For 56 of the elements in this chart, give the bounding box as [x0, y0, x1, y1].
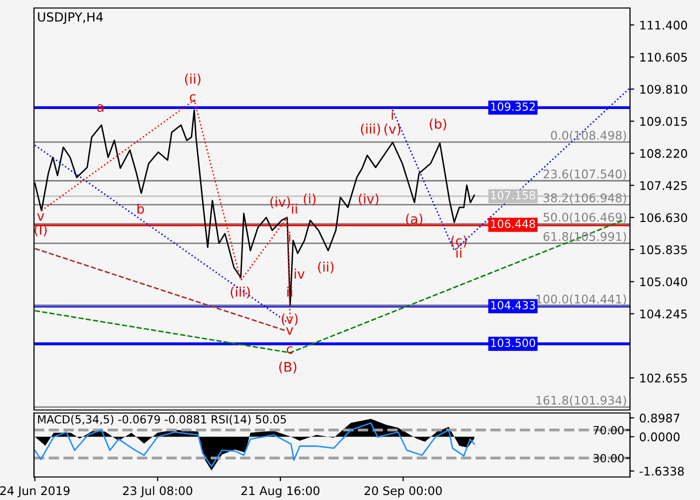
- y-tick-label: 105.835: [640, 245, 687, 254]
- annotation: (b): [430, 118, 446, 130]
- annotation: (B): [279, 362, 296, 374]
- chart-title: USDJPY,H4: [38, 12, 103, 24]
- annotation: b: [137, 204, 144, 214]
- y2-tick-label: 70.00: [594, 426, 624, 434]
- annotation: (v): [384, 124, 400, 136]
- y-tick-label: 104.245: [640, 309, 687, 318]
- annotation: (v): [282, 314, 298, 326]
- annotation: (iv): [358, 194, 378, 206]
- ref-line-label: 100.0(104.441): [536, 294, 626, 305]
- y-tick-label: 0.0000: [640, 432, 680, 442]
- ref-line-label: 109.352: [491, 102, 535, 111]
- annotation: ii: [292, 204, 297, 214]
- annotation: (iii): [230, 286, 250, 298]
- x-tick-label: 23 Jul 08:00: [123, 486, 192, 498]
- annotation: (ii): [318, 262, 334, 274]
- y-tick-label: 105.040: [640, 277, 688, 286]
- annotation: v: [37, 213, 44, 221]
- annotation: (iv): [270, 196, 290, 208]
- y-tick-label: 0.8987: [640, 414, 680, 423]
- annotation: i: [392, 110, 393, 120]
- y2-tick-label: 30.00: [593, 454, 624, 462]
- x-tick-label: 21 Aug 16:00: [241, 486, 320, 498]
- y-tick-label: 111.400: [640, 20, 688, 30]
- annotation: (c): [451, 236, 467, 248]
- annotation: iv: [294, 268, 305, 279]
- ref-line-label: 103.500: [491, 338, 536, 348]
- x-tick-label: 24 Jun 2019: [0, 486, 70, 498]
- annotation: (iii): [360, 124, 380, 136]
- y-tick-label: 110.605: [640, 52, 687, 62]
- y-tick-label: 107.425: [640, 181, 687, 190]
- ref-line-label: 50.0(106.469): [544, 212, 626, 224]
- annotation: (I): [34, 224, 47, 236]
- annotation: i: [289, 232, 290, 242]
- annotation: (ii): [185, 74, 200, 86]
- y-tick-label: 106.630: [640, 213, 688, 222]
- ref-line-label: 107.158: [491, 190, 536, 200]
- ref-line-label: 23.6(107.540): [544, 169, 626, 180]
- annotation: (i): [304, 194, 316, 206]
- ref-line-label: 38.2(106.948): [544, 193, 626, 204]
- ref-line-label: 0.0(108.498): [550, 130, 626, 142]
- annotation: ii: [456, 248, 462, 258]
- y-tick-label: 109.015: [640, 116, 687, 126]
- chart-title: MACD(5,34,5) -0.0679 -0.0881 RSI(14) 50.05: [38, 414, 286, 425]
- x-tick-label: 20 Sep 00:00: [364, 486, 442, 498]
- annotation: c: [190, 94, 196, 102]
- ref-line-label: 161.8(101.934): [536, 396, 626, 406]
- y-tick-label: 102.655: [640, 374, 687, 383]
- ref-line-label: 106.448: [491, 220, 536, 228]
- y-tick-label: 109.810: [640, 84, 688, 94]
- annotation: v: [286, 327, 294, 335]
- y-tick-label: -1.6338: [640, 466, 684, 476]
- ref-line-label: 104.433: [491, 300, 535, 310]
- annotation: (a): [406, 214, 422, 226]
- y-tick-label: 108.220: [640, 149, 688, 158]
